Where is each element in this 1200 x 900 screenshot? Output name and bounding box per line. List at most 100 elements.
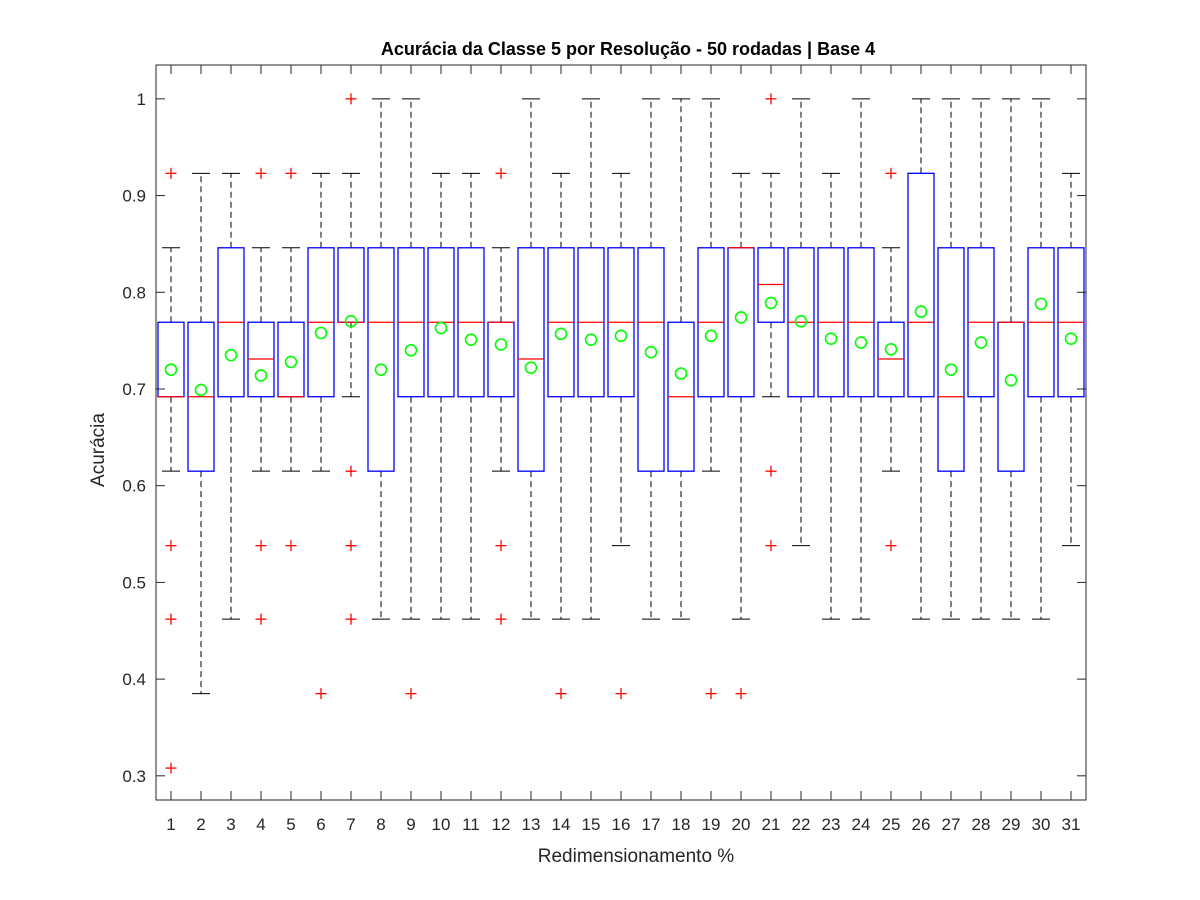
mean-marker [194,383,208,397]
mean-marker [644,345,658,359]
outlier-marker [165,540,177,552]
mean-marker [494,338,508,351]
mean-marker [464,333,478,346]
box-group [547,172,575,700]
mean-marker [764,296,778,310]
box-group [427,172,455,620]
x-tick-label: 24 [852,815,871,834]
x-tick-label: 27 [942,815,961,834]
x-tick-label: 9 [406,815,415,834]
mean-marker [554,327,568,341]
outlier-marker [255,167,267,179]
outlier-marker [345,613,357,625]
mean-marker [404,343,418,357]
box-group [757,93,785,552]
mean-marker [314,326,328,340]
mean-marker [704,329,718,343]
mean-marker [524,361,538,375]
x-tick-label: 15 [582,815,601,834]
x-tick-label: 25 [882,815,901,834]
outlier-marker [495,167,507,179]
mean-marker [584,333,598,346]
mean-marker [914,305,928,318]
x-tick-label: 23 [822,815,841,834]
x-tick-label: 12 [492,815,511,834]
mean-marker [884,343,898,356]
mean-marker [284,355,298,369]
outlier-marker [255,540,267,552]
outlier-marker [765,465,777,477]
mean-marker [734,311,748,324]
mean-marker [944,363,958,376]
mean-marker [674,367,688,380]
outlier-marker [885,540,897,552]
box-group [517,98,545,620]
box-group [487,167,515,625]
x-tick-label: 30 [1032,815,1051,834]
x-tick-label: 19 [702,815,721,834]
x-tick-label: 21 [762,815,781,834]
outlier-marker [495,540,507,552]
y-tick-label: 0.5 [122,573,146,592]
x-tick-label: 17 [642,815,661,834]
y-tick-label: 1 [137,90,146,109]
x-tick-label: 6 [316,815,325,834]
outlier-marker [495,613,507,625]
mean-marker [434,321,448,335]
outlier-marker [285,167,297,179]
x-tick-label: 4 [256,815,265,834]
box-group [817,172,845,620]
x-tick-label: 8 [376,815,385,834]
mean-marker [974,336,988,349]
y-tick-label: 0.4 [122,670,146,689]
box-group [277,167,305,552]
x-tick-label: 22 [792,815,811,834]
box-group [787,98,815,547]
mean-marker [374,363,388,376]
x-tick-label: 5 [286,815,295,834]
outlier-marker [345,540,357,552]
outlier-marker [705,688,717,700]
box-group [247,167,275,625]
plot-area [155,64,1087,801]
outlier-marker [615,688,627,700]
outlier-marker [165,613,177,625]
chart-title: Acurácia da Classe 5 por Resolução - 50 … [381,39,875,59]
box-group [337,93,365,625]
x-tick-label: 31 [1062,815,1081,834]
outlier-marker [165,167,177,179]
box-group [397,98,425,700]
mean-marker [344,314,358,328]
y-axis-label: Acurácia [88,413,109,487]
box-group [667,98,695,620]
outlier-marker [765,93,777,105]
box-group [1027,98,1055,620]
box-group [697,98,725,700]
outlier-marker [735,688,747,700]
x-tick-label: 7 [346,815,355,834]
box-group [847,98,875,620]
x-tick-label: 1 [166,815,175,834]
outlier-marker [555,688,567,700]
box-group [907,98,935,620]
mean-marker [224,348,238,362]
box-group [577,98,605,620]
box-group [937,98,965,620]
box-group [637,98,665,620]
x-tick-label: 29 [1002,815,1021,834]
x-tick-label: 2 [196,815,205,834]
x-tick-label: 26 [912,815,931,834]
box-group [367,98,395,620]
iqr-box [937,247,965,472]
mean-marker [1034,297,1048,311]
box-group [607,172,635,700]
x-tick-label: 10 [432,815,451,834]
box-group [1057,172,1085,547]
x-tick-label: 20 [732,815,751,834]
mean-marker [1004,373,1018,387]
box-group [967,98,995,620]
mean-marker [614,329,628,343]
outlier-marker [345,465,357,477]
y-tick-label: 0.7 [122,380,146,399]
outlier-marker [885,167,897,179]
